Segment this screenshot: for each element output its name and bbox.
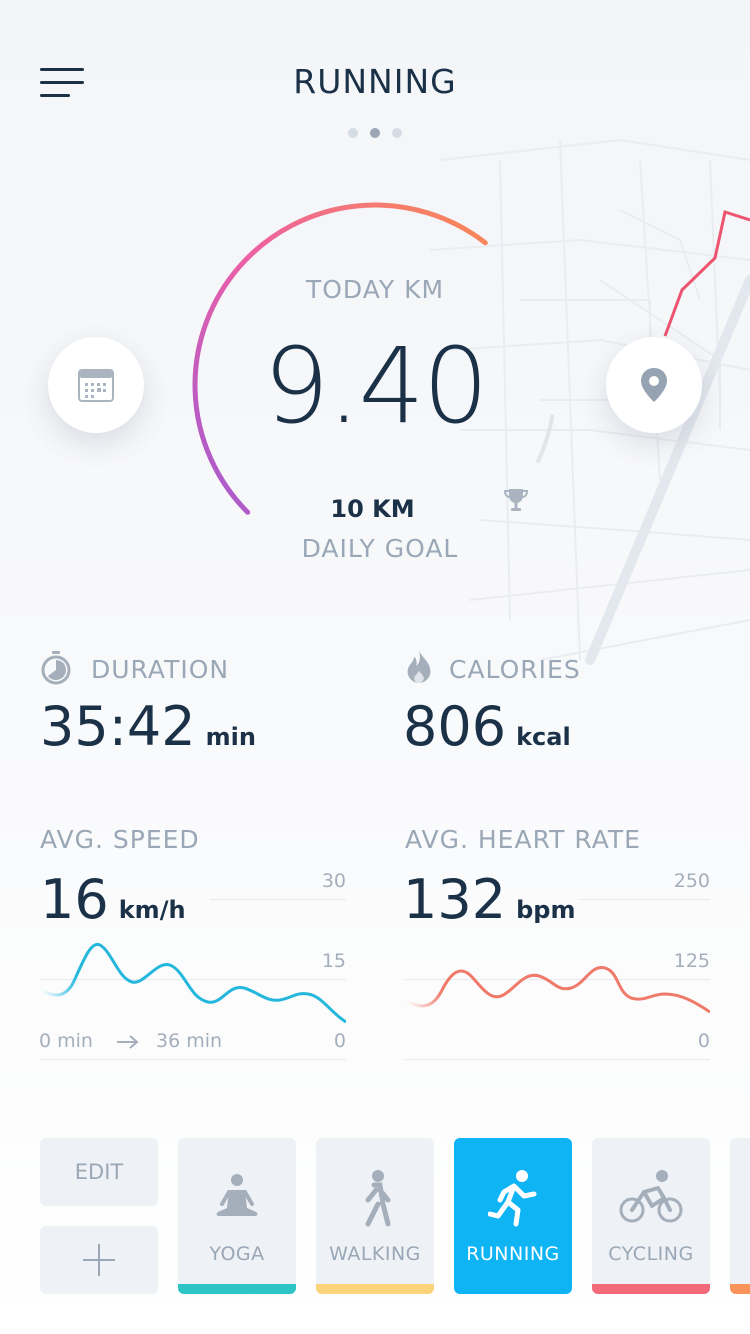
duration-stat: 35:42 min — [40, 695, 256, 758]
stopwatch-icon — [41, 651, 71, 685]
walking-icon — [365, 1170, 391, 1227]
activity-color-bar — [592, 1284, 710, 1294]
activity-label-running: RUNNING — [466, 1243, 560, 1265]
activity-tile-yoga[interactable]: YOGA — [178, 1138, 296, 1294]
activity-tile-running[interactable]: RUNNING — [454, 1138, 572, 1294]
speed-tick-bottom: 0 — [333, 1030, 346, 1052]
route-map — [429, 138, 750, 665]
activity-label-walking: WALKING — [329, 1243, 421, 1265]
daily-goal-label: DAILY GOAL — [301, 534, 459, 563]
heart-gridline — [580, 899, 710, 900]
page-indicator[interactable] — [346, 128, 406, 140]
page-title: RUNNING — [293, 62, 457, 101]
cycling-icon — [619, 1170, 683, 1223]
page-dot[interactable] — [392, 128, 402, 138]
avg-heart-rate-stat: 132 bpm — [403, 868, 575, 931]
arrow-right-icon — [117, 1035, 139, 1049]
calories-stat: 806 kcal — [403, 695, 571, 758]
calendar-button[interactable] — [48, 337, 144, 433]
today-km-label: TODAY KM — [305, 275, 445, 304]
speed-gridline — [40, 979, 346, 980]
activity-tile-walking[interactable]: WALKING — [316, 1138, 434, 1294]
menu-icon[interactable] — [40, 68, 86, 100]
activity-label-cycling: CYCLING — [608, 1243, 694, 1265]
location-button[interactable] — [606, 337, 702, 433]
add-activity-button[interactable] — [40, 1226, 158, 1294]
flame-icon — [407, 649, 431, 684]
speed-gridline — [40, 1059, 346, 1060]
avg-speed-label: AVG. SPEED — [40, 825, 200, 854]
duration-label: DURATION — [91, 655, 230, 684]
avg-heart-rate-value: 132 — [403, 868, 507, 931]
speed-x-end: 36 min — [156, 1030, 223, 1052]
location-pin-icon — [641, 368, 667, 402]
heart-gridline — [405, 979, 710, 980]
plus-icon — [83, 1244, 115, 1276]
calendar-icon — [78, 369, 114, 402]
heart-tick-bottom: 0 — [697, 1030, 710, 1052]
speed-chart — [40, 942, 346, 1024]
progress-gauge — [192, 202, 555, 515]
activity-color-bar — [730, 1284, 750, 1294]
activity-color-bar — [316, 1284, 434, 1294]
avg-heart-rate-label: AVG. HEART RATE — [405, 825, 641, 854]
calories-value: 806 — [403, 695, 507, 758]
running-icon — [488, 1170, 537, 1227]
duration-unit: min — [205, 723, 256, 751]
trophy-icon — [503, 489, 529, 511]
avg-speed-stat: 16 km/h — [40, 868, 186, 931]
heart-tick-mid: 125 — [673, 950, 710, 972]
speed-tick-mid: 15 — [321, 950, 346, 972]
edit-button[interactable]: EDIT — [40, 1138, 158, 1206]
heart-rate-chart — [405, 966, 710, 1014]
page-dot[interactable] — [348, 128, 358, 138]
page-dot-active[interactable] — [370, 128, 380, 138]
speed-x-start: 0 min — [39, 1030, 93, 1052]
speed-tick-top: 30 — [321, 870, 346, 892]
activity-label-yoga: YOGA — [209, 1243, 265, 1265]
calories-unit: kcal — [516, 723, 571, 751]
activity-tile-partial[interactable] — [730, 1138, 750, 1294]
heart-tick-top: 250 — [673, 870, 710, 892]
activity-color-bar — [178, 1284, 296, 1294]
heart-rate-line — [405, 966, 710, 1014]
duration-value: 35:42 — [40, 695, 196, 758]
daily-goal-value: 10 KM — [330, 495, 415, 523]
activity-tile-cycling[interactable]: CYCLING — [592, 1138, 710, 1294]
today-km-value: 9.40 — [263, 325, 489, 447]
avg-heart-rate-unit: bpm — [516, 896, 576, 924]
speed-gridline — [210, 899, 346, 900]
avg-speed-value: 16 — [40, 868, 109, 931]
yoga-icon — [216, 1174, 258, 1216]
speed-line — [40, 942, 346, 1024]
calories-label: CALORIES — [449, 655, 581, 684]
avg-speed-unit: km/h — [118, 896, 186, 924]
heart-gridline — [405, 1059, 710, 1060]
